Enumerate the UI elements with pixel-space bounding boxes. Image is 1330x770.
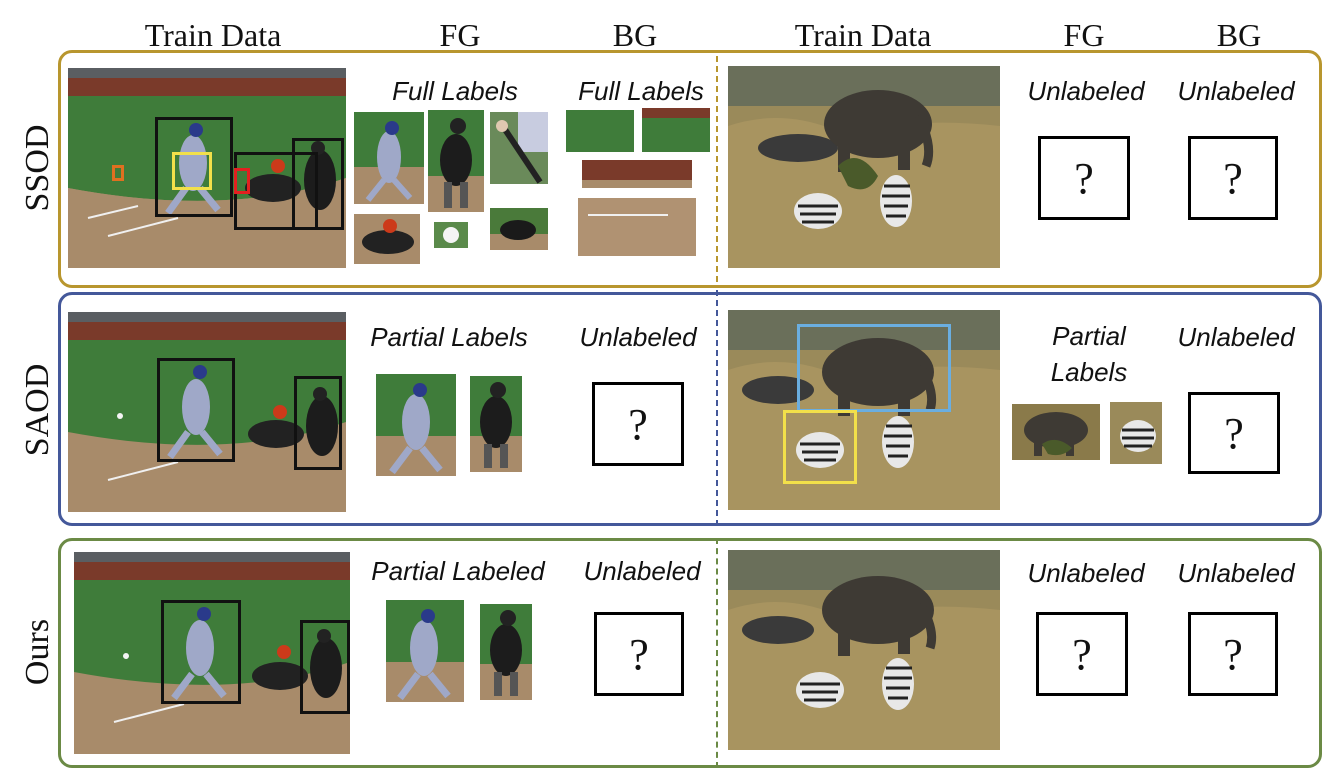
bbox-umpire-ssod (292, 138, 344, 230)
fg-crop-arm-ssod (490, 112, 548, 184)
bg-crop-grass-1-ssod (566, 110, 634, 152)
baseball-image-ssod (68, 68, 346, 268)
baseball-image-saod (68, 312, 346, 512)
unknown-bg-box-ssod: ? (1188, 136, 1278, 220)
unknown-fg-box-ssod: ? (1038, 136, 1130, 220)
unknown-fg-box-ours: ? (1036, 612, 1128, 696)
bbox-batter-ssod (155, 117, 233, 217)
unknown-bg-box-left-saod: ? (592, 382, 684, 466)
label-bg-right-ours: Unlabeled (1177, 558, 1295, 588)
label-fg-left-ssod: Full Labels (392, 76, 518, 106)
fg-crop-catcher-ssod (354, 214, 420, 264)
fg-crop-umpire-saod (470, 376, 522, 472)
fg-crop-batter-ours (386, 600, 464, 702)
panel-ssod (58, 50, 1322, 288)
elephant-image-ours (728, 550, 1000, 750)
center-divider-ours (716, 538, 718, 768)
center-divider-ssod (716, 56, 718, 282)
label-fg-left-ours: Partial Labeled (371, 556, 545, 586)
bbox-umpire-saod (294, 376, 342, 470)
label-fg-right-ours: Unlabeled (1027, 558, 1145, 588)
bbox-glove-ssod (234, 168, 250, 194)
header-fg-right: FG (1063, 17, 1105, 53)
unknown-bg-box-ours: ? (1188, 612, 1278, 696)
header-bg-left: BG (612, 17, 658, 53)
fg-crop-umpire-ssod (428, 110, 484, 212)
header-train-data-right: Train Data (794, 17, 932, 53)
bbox-batter-ours (161, 600, 241, 704)
bbox-zebra-saod (783, 410, 857, 484)
panel-saod (58, 292, 1322, 526)
center-divider-saod (716, 290, 718, 526)
header-train-data-left: Train Data (144, 17, 282, 53)
bbox-bat-ssod (172, 152, 212, 190)
label-fg-left-saod: Partial Labels (370, 322, 528, 352)
bg-crop-grass-2-ssod (642, 108, 710, 152)
bbox-ball-ssod (112, 165, 124, 181)
baseball-image-ours (74, 552, 350, 754)
unknown-bg-box-left-ours: ? (594, 612, 684, 696)
bg-crop-dirt-ssod (578, 198, 696, 256)
fg-crop-zebra-saod (1110, 402, 1162, 464)
bg-crop-wall-ssod (582, 160, 692, 188)
fg-crop-glove-ssod (490, 208, 548, 250)
fg-crop-ball-ssod (434, 222, 468, 248)
unknown-bg-box-right-saod: ? (1188, 392, 1280, 474)
fg-crop-batter-ssod (354, 112, 424, 204)
elephant-image-saod (728, 310, 1000, 510)
bbox-umpire-ours (300, 620, 350, 714)
label-bg-right-saod: Unlabeled (1177, 322, 1295, 352)
row-label-saod: SAOD (19, 363, 56, 457)
bbox-elephant-saod (797, 324, 951, 412)
label-bg-right-ssod: Unlabeled (1177, 76, 1295, 106)
row-label-ssod: SSOD (19, 124, 56, 212)
panel-ours (58, 538, 1322, 768)
header-fg-left: FG (439, 17, 481, 53)
fg-crop-umpire-ours (480, 604, 532, 700)
elephant-image-ssod (728, 66, 1000, 268)
bbox-batter-saod (157, 358, 235, 462)
row-label-ours: Ours (19, 618, 56, 686)
label-bg-left-ours: Unlabeled (583, 556, 701, 586)
header-bg-right: BG (1216, 17, 1262, 53)
label-fg-right-ssod: Unlabeled (1027, 76, 1145, 106)
label-bg-left-saod: Unlabeled (579, 322, 697, 352)
label-bg-left-ssod: Full Labels (578, 76, 704, 106)
fg-crop-elephant-saod (1012, 404, 1100, 460)
label-fg-right-saod: Partial Labels (1050, 321, 1128, 387)
fg-crop-batter-saod (376, 374, 456, 476)
